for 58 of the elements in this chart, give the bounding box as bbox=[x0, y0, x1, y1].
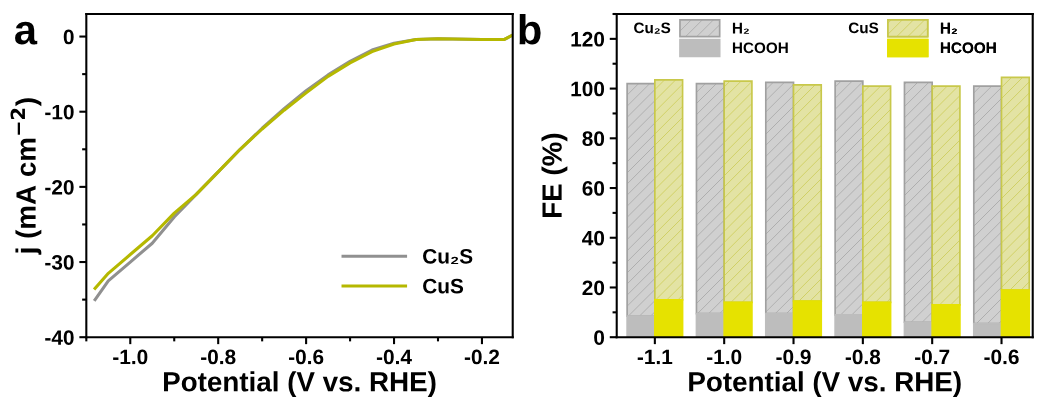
bar bbox=[764, 81, 795, 315]
y-tick-label: -30 bbox=[45, 255, 74, 270]
legend-label: HCOOH bbox=[940, 42, 996, 54]
bar bbox=[695, 82, 726, 315]
chart-title: a bbox=[15, 21, 38, 45]
y-tick-label: 20 bbox=[582, 280, 605, 296]
x-tick-label: -1.0 bbox=[113, 349, 148, 365]
bar bbox=[931, 304, 961, 338]
x-tick-label: -0.2 bbox=[464, 349, 500, 365]
bar bbox=[723, 80, 753, 304]
x-tick-label: -0.6 bbox=[288, 349, 324, 365]
bar bbox=[834, 80, 864, 316]
y-tick-label: 40 bbox=[582, 230, 605, 246]
bar bbox=[903, 81, 934, 324]
bar bbox=[972, 85, 1003, 325]
y-tick-label: 80 bbox=[582, 131, 605, 147]
bar bbox=[1000, 289, 1031, 338]
y-tick-label: 0 bbox=[63, 29, 74, 45]
annotation: CuS bbox=[848, 22, 879, 34]
bar bbox=[626, 315, 656, 338]
legend-label: H₂ bbox=[732, 22, 749, 34]
x-tick-label: -0.9 bbox=[776, 349, 811, 365]
legend-label: Cu₂S bbox=[423, 248, 473, 265]
bar bbox=[626, 82, 656, 317]
bar bbox=[654, 79, 684, 301]
bar bbox=[1000, 76, 1031, 291]
bar bbox=[764, 312, 795, 338]
x-tick-label: -0.4 bbox=[376, 349, 412, 365]
y-tick-label: -10 bbox=[45, 104, 74, 120]
legend-label: CuS bbox=[423, 278, 464, 294]
chart-title: b bbox=[519, 14, 541, 45]
y-tick-label: -20 bbox=[45, 179, 74, 195]
bar bbox=[862, 301, 892, 338]
y-tick-label: 60 bbox=[582, 181, 605, 196]
x-axis-title: Potential (V vs. RHE) bbox=[689, 371, 961, 398]
annotation: Cu₂S bbox=[634, 22, 671, 34]
x-tick-label: -1.0 bbox=[707, 349, 742, 365]
x-tick-label: -0.6 bbox=[984, 349, 1019, 365]
x-tick-label: -0.8 bbox=[201, 349, 236, 365]
x-tick-label: -0.8 bbox=[845, 349, 881, 365]
y-tick-label: 0 bbox=[594, 330, 605, 345]
bar bbox=[862, 85, 892, 304]
y-tick-label: -40 bbox=[45, 330, 74, 345]
bar bbox=[834, 313, 864, 338]
y-axis-title: j (mA cm$^{−2}$) bbox=[10, 98, 42, 255]
legend-label: H₂ bbox=[940, 22, 957, 34]
bar bbox=[723, 301, 753, 338]
bar bbox=[792, 84, 823, 302]
x-tick-label: -1.1 bbox=[637, 349, 673, 365]
y-tick-label: 100 bbox=[571, 81, 605, 97]
x-tick-label: -0.7 bbox=[915, 349, 950, 365]
bar bbox=[654, 299, 684, 338]
x-axis-title: Potential (V vs. RHE) bbox=[164, 371, 436, 398]
y-axis-title: FE (%) bbox=[541, 133, 568, 217]
bar bbox=[792, 300, 823, 338]
bar bbox=[931, 85, 961, 306]
y-tick-label: 120 bbox=[571, 31, 605, 47]
legend-label: HCOOH bbox=[732, 42, 788, 54]
